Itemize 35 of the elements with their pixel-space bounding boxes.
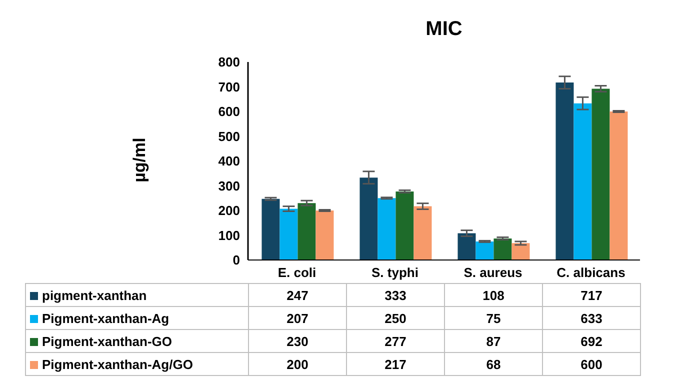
y-tick-label: 400 [218, 154, 240, 169]
legend-label: Pigment-xanthan-GO [42, 334, 172, 348]
data-label: 600 [542, 352, 640, 376]
data-label: 217 [346, 352, 444, 376]
x-tick-label: E. coli [278, 265, 316, 280]
data-label: 87 [444, 330, 542, 352]
y-tick-label: 300 [218, 178, 240, 194]
data-label: 75 [444, 306, 542, 330]
data-label: 333 [346, 284, 444, 306]
data-label: 108 [444, 284, 542, 306]
data-label: 230 [248, 330, 346, 352]
data-label: 200 [248, 352, 346, 376]
y-tick-label: 200 [218, 203, 240, 218]
data-label: 250 [346, 306, 444, 330]
y-axis-title: µg/ml [130, 136, 150, 184]
x-tick-label: S. typhi [372, 265, 418, 280]
data-label: 633 [542, 306, 640, 330]
y-tick-label: 100 [218, 228, 240, 243]
data-label: 717 [542, 284, 640, 306]
chart-title: MIC [424, 18, 464, 41]
data-label: 277 [346, 330, 444, 352]
data-label: 247 [248, 284, 346, 306]
x-tick-label: S. aureus [464, 265, 522, 280]
y-tick-label: 500 [218, 128, 240, 144]
y-tick-label: 600 [218, 104, 240, 120]
y-tick-label: 700 [218, 79, 240, 94]
x-tick-label: C. albicans [556, 265, 626, 280]
data-label: 692 [542, 330, 640, 352]
legend-label: Pigment-xanthan-Ag/GO [42, 356, 193, 372]
data-label: 207 [248, 306, 346, 330]
legend-label: pigment-xanthan [42, 288, 147, 302]
data-label: 68 [444, 352, 542, 376]
y-tick-label: 800 [218, 54, 240, 70]
legend-label: Pigment-xanthan-Ag [42, 310, 170, 326]
y-tick-label: 0 [232, 252, 240, 268]
